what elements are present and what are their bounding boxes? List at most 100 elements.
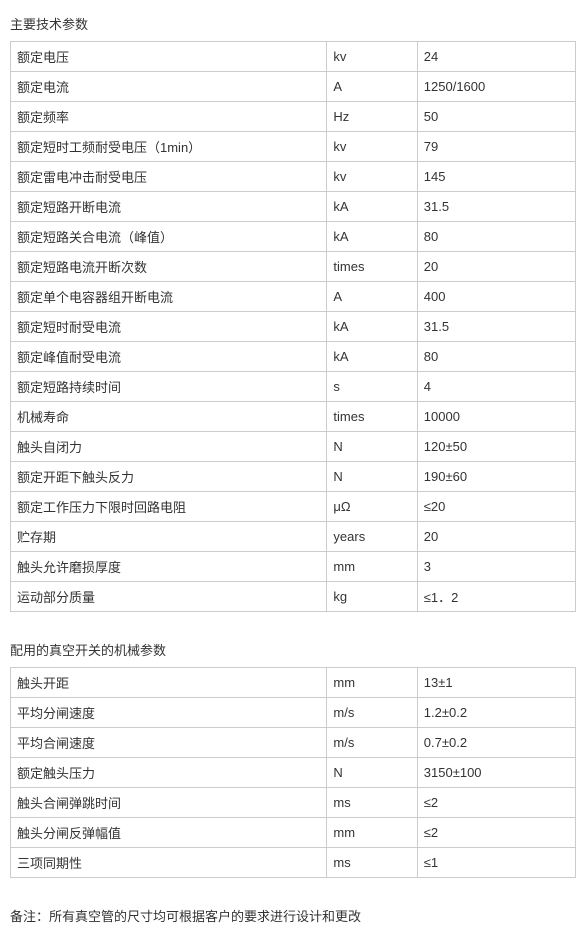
- value-cell: 31.5: [417, 312, 575, 342]
- value-cell: 3: [417, 552, 575, 582]
- footnote: 备注：所有真空管的尺寸均可根据客户的要求进行设计和更改: [10, 906, 576, 925]
- unit-cell: N: [327, 432, 417, 462]
- table-row: 额定短路电流开断次数times20: [11, 252, 576, 282]
- param-cell: 触头分闸反弹幅值: [11, 818, 327, 848]
- param-cell: 额定短路持续时间: [11, 372, 327, 402]
- table-row: 额定雷电冲击耐受电压kv145: [11, 162, 576, 192]
- value-cell: 190±60: [417, 462, 575, 492]
- value-cell: 24: [417, 42, 575, 72]
- unit-cell: times: [327, 402, 417, 432]
- param-cell: 触头开距: [11, 668, 327, 698]
- value-cell: 1.2±0.2: [417, 698, 575, 728]
- table-row: 额定短时工频耐受电压（1min）kv79: [11, 132, 576, 162]
- table-row: 额定开距下触头反力N190±60: [11, 462, 576, 492]
- unit-cell: years: [327, 522, 417, 552]
- table-row: 额定电流A1250/1600: [11, 72, 576, 102]
- value-cell: 80: [417, 222, 575, 252]
- value-cell: 120±50: [417, 432, 575, 462]
- unit-cell: kv: [327, 42, 417, 72]
- param-cell: 运动部分质量: [11, 582, 327, 612]
- param-cell: 触头自闭力: [11, 432, 327, 462]
- value-cell: ≤20: [417, 492, 575, 522]
- param-cell: 额定工作压力下限时回路电阻: [11, 492, 327, 522]
- unit-cell: A: [327, 72, 417, 102]
- table-row: 额定电压kv24: [11, 42, 576, 72]
- table-row: 触头分闸反弹幅值mm≤2: [11, 818, 576, 848]
- unit-cell: kA: [327, 312, 417, 342]
- table-row: 额定峰值耐受电流kA80: [11, 342, 576, 372]
- unit-cell: kv: [327, 162, 417, 192]
- unit-cell: mm: [327, 668, 417, 698]
- value-cell: ≤2: [417, 818, 575, 848]
- unit-cell: N: [327, 758, 417, 788]
- unit-cell: kA: [327, 222, 417, 252]
- value-cell: 80: [417, 342, 575, 372]
- param-cell: 平均合闸速度: [11, 728, 327, 758]
- table-row: 额定工作压力下限时回路电阻μΩ≤20: [11, 492, 576, 522]
- table-row: 触头自闭力N120±50: [11, 432, 576, 462]
- value-cell: 400: [417, 282, 575, 312]
- value-cell: ≤1: [417, 848, 575, 878]
- value-cell: 20: [417, 252, 575, 282]
- unit-cell: mm: [327, 552, 417, 582]
- param-cell: 额定短时工频耐受电压（1min）: [11, 132, 327, 162]
- param-cell: 额定短路关合电流（峰值）: [11, 222, 327, 252]
- param-cell: 额定峰值耐受电流: [11, 342, 327, 372]
- param-cell: 平均分闸速度: [11, 698, 327, 728]
- unit-cell: mm: [327, 818, 417, 848]
- unit-cell: s: [327, 372, 417, 402]
- spec-table-2: 触头开距mm13±1平均分闸速度m/s1.2±0.2平均合闸速度m/s0.7±0…: [10, 667, 576, 878]
- unit-cell: ms: [327, 848, 417, 878]
- param-cell: 额定电压: [11, 42, 327, 72]
- unit-cell: m/s: [327, 728, 417, 758]
- unit-cell: times: [327, 252, 417, 282]
- table-row: 额定短路关合电流（峰值）kA80: [11, 222, 576, 252]
- unit-cell: kA: [327, 192, 417, 222]
- unit-cell: kg: [327, 582, 417, 612]
- value-cell: 10000: [417, 402, 575, 432]
- param-cell: 机械寿命: [11, 402, 327, 432]
- param-cell: 额定频率: [11, 102, 327, 132]
- table-row: 额定单个电容器组开断电流A400: [11, 282, 576, 312]
- table-row: 额定短路持续时间s4: [11, 372, 576, 402]
- unit-cell: m/s: [327, 698, 417, 728]
- param-cell: 额定触头压力: [11, 758, 327, 788]
- value-cell: 20: [417, 522, 575, 552]
- param-cell: 三项同期性: [11, 848, 327, 878]
- table-row: 平均合闸速度m/s0.7±0.2: [11, 728, 576, 758]
- unit-cell: Hz: [327, 102, 417, 132]
- unit-cell: ms: [327, 788, 417, 818]
- section-title-2: 配用的真空开关的机械参数: [10, 640, 576, 659]
- table-row: 额定短路开断电流kA31.5: [11, 192, 576, 222]
- unit-cell: kv: [327, 132, 417, 162]
- table-row: 三项同期性ms≤1: [11, 848, 576, 878]
- table-row: 触头开距mm13±1: [11, 668, 576, 698]
- param-cell: 额定短路电流开断次数: [11, 252, 327, 282]
- param-cell: 触头合闸弹跳时间: [11, 788, 327, 818]
- value-cell: 1250/1600: [417, 72, 575, 102]
- param-cell: 额定短时耐受电流: [11, 312, 327, 342]
- value-cell: ≤1．2: [417, 582, 575, 612]
- param-cell: 额定单个电容器组开断电流: [11, 282, 327, 312]
- value-cell: 13±1: [417, 668, 575, 698]
- param-cell: 额定开距下触头反力: [11, 462, 327, 492]
- value-cell: 31.5: [417, 192, 575, 222]
- value-cell: 0.7±0.2: [417, 728, 575, 758]
- unit-cell: A: [327, 282, 417, 312]
- section-title-1: 主要技术参数: [10, 14, 576, 33]
- value-cell: ≤2: [417, 788, 575, 818]
- table-row: 额定触头压力N3150±100: [11, 758, 576, 788]
- unit-cell: μΩ: [327, 492, 417, 522]
- spec-table-1: 额定电压kv24额定电流A1250/1600额定频率Hz50额定短时工频耐受电压…: [10, 41, 576, 612]
- table-row: 额定短时耐受电流kA31.5: [11, 312, 576, 342]
- param-cell: 额定电流: [11, 72, 327, 102]
- param-cell: 贮存期: [11, 522, 327, 552]
- param-cell: 额定雷电冲击耐受电压: [11, 162, 327, 192]
- unit-cell: kA: [327, 342, 417, 372]
- value-cell: 79: [417, 132, 575, 162]
- param-cell: 额定短路开断电流: [11, 192, 327, 222]
- value-cell: 145: [417, 162, 575, 192]
- table-row: 平均分闸速度m/s1.2±0.2: [11, 698, 576, 728]
- value-cell: 50: [417, 102, 575, 132]
- param-cell: 触头允许磨损厚度: [11, 552, 327, 582]
